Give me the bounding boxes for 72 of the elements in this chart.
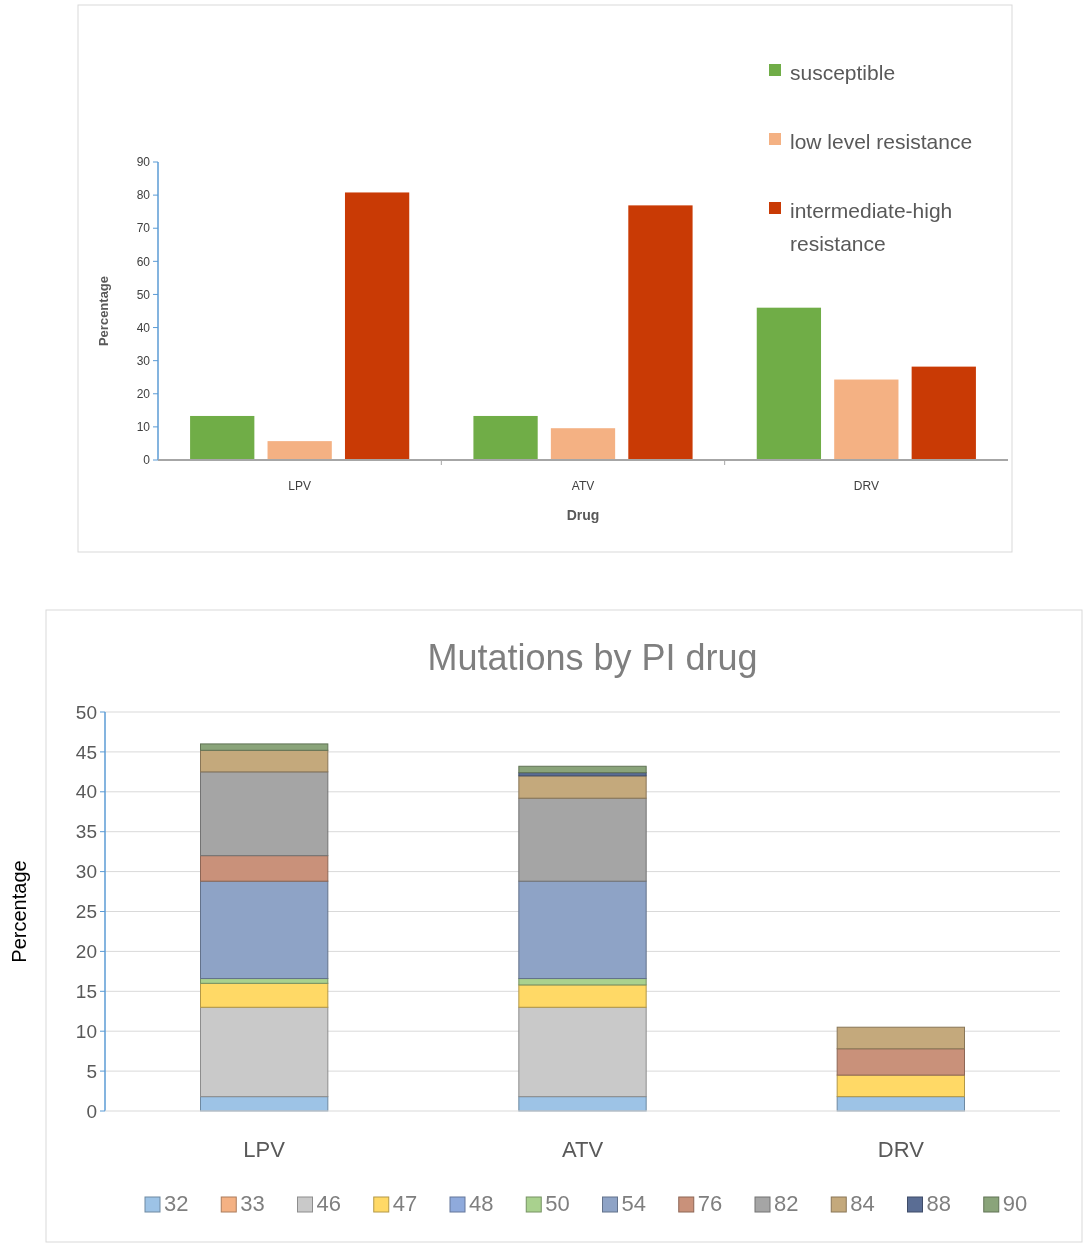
- y-tick-label: 40: [136, 320, 151, 335]
- bar: [836, 1026, 965, 1050]
- legend-label: 88: [926, 1191, 951, 1216]
- y-tick-label: 45: [75, 741, 97, 763]
- legend-label: intermediate-high resistance: [790, 199, 953, 255]
- bar: [756, 307, 822, 460]
- y-tick-label: 80: [136, 188, 151, 203]
- y-tick-label: 30: [75, 861, 97, 883]
- bar: [518, 797, 647, 882]
- legend-label: 82: [774, 1191, 799, 1216]
- bar: [518, 984, 647, 1008]
- y-tick-label: 0: [86, 1100, 97, 1122]
- y-tick-label: 15: [75, 980, 97, 1002]
- y-tick-label: 70: [136, 221, 151, 236]
- y-tick-label: 10: [136, 420, 151, 435]
- legend-label: 47: [392, 1191, 418, 1216]
- legend-label: 54: [621, 1191, 646, 1216]
- bar: [200, 1006, 329, 1098]
- y-tick-label: 60: [136, 254, 151, 269]
- bar: [518, 775, 647, 799]
- y-tick-label: 0: [143, 453, 151, 468]
- bar: [200, 771, 329, 857]
- chart-title: Mutations by PI drug: [427, 637, 758, 678]
- bar: [550, 428, 616, 460]
- x-tick-label: LPV: [288, 479, 312, 493]
- bar: [836, 1048, 965, 1076]
- legend-label: 33: [240, 1191, 265, 1216]
- y-tick-label: 20: [75, 941, 97, 963]
- bar: [473, 415, 538, 460]
- legend-label: susceptible: [790, 61, 896, 84]
- bar: [911, 366, 976, 460]
- y-axis-title: Percentage: [96, 275, 111, 347]
- legend-label: 90: [1002, 1191, 1028, 1216]
- x-tick-label: ATV: [561, 1137, 604, 1162]
- legend-label: 32: [164, 1191, 189, 1216]
- y-tick-label: 20: [136, 386, 151, 401]
- x-tick-label: DRV: [877, 1137, 925, 1162]
- bar: [836, 1074, 965, 1098]
- bar: [344, 192, 410, 460]
- bar: [267, 441, 332, 460]
- bar: [200, 982, 329, 1008]
- bar: [518, 765, 647, 774]
- bar: [200, 880, 329, 980]
- y-tick-label: 35: [75, 821, 97, 843]
- y-tick-label: 50: [136, 287, 151, 302]
- legend-label: low level resistance: [790, 130, 973, 153]
- bar: [834, 379, 899, 460]
- y-tick-label: 25: [75, 901, 97, 923]
- legend-label: 46: [316, 1191, 341, 1216]
- legend-label: 84: [850, 1191, 875, 1216]
- legend-label: 50: [545, 1191, 570, 1216]
- bar: [518, 1006, 647, 1098]
- y-tick-label: 50: [75, 701, 97, 723]
- x-tick-label: DRV: [853, 479, 879, 493]
- bar: [190, 415, 255, 460]
- bar: [518, 978, 647, 986]
- bar: [200, 749, 329, 773]
- x-tick-label: ATV: [571, 479, 595, 493]
- legend-label: 48: [469, 1191, 494, 1216]
- y-tick-label: 10: [75, 1020, 97, 1042]
- y-tick-label: 30: [136, 353, 151, 368]
- bar: [200, 855, 329, 882]
- y-tick-label: 5: [86, 1060, 97, 1082]
- bar: [628, 205, 693, 460]
- y-tick-label: 40: [75, 781, 97, 803]
- y-axis-title: Percentage: [8, 860, 30, 963]
- y-tick-label: 90: [136, 155, 151, 170]
- x-tick-label: LPV: [243, 1137, 286, 1162]
- bar: [518, 880, 647, 980]
- bar: [200, 743, 329, 751]
- legend-label: 76: [697, 1191, 723, 1216]
- x-axis-title: Drug: [566, 507, 600, 523]
